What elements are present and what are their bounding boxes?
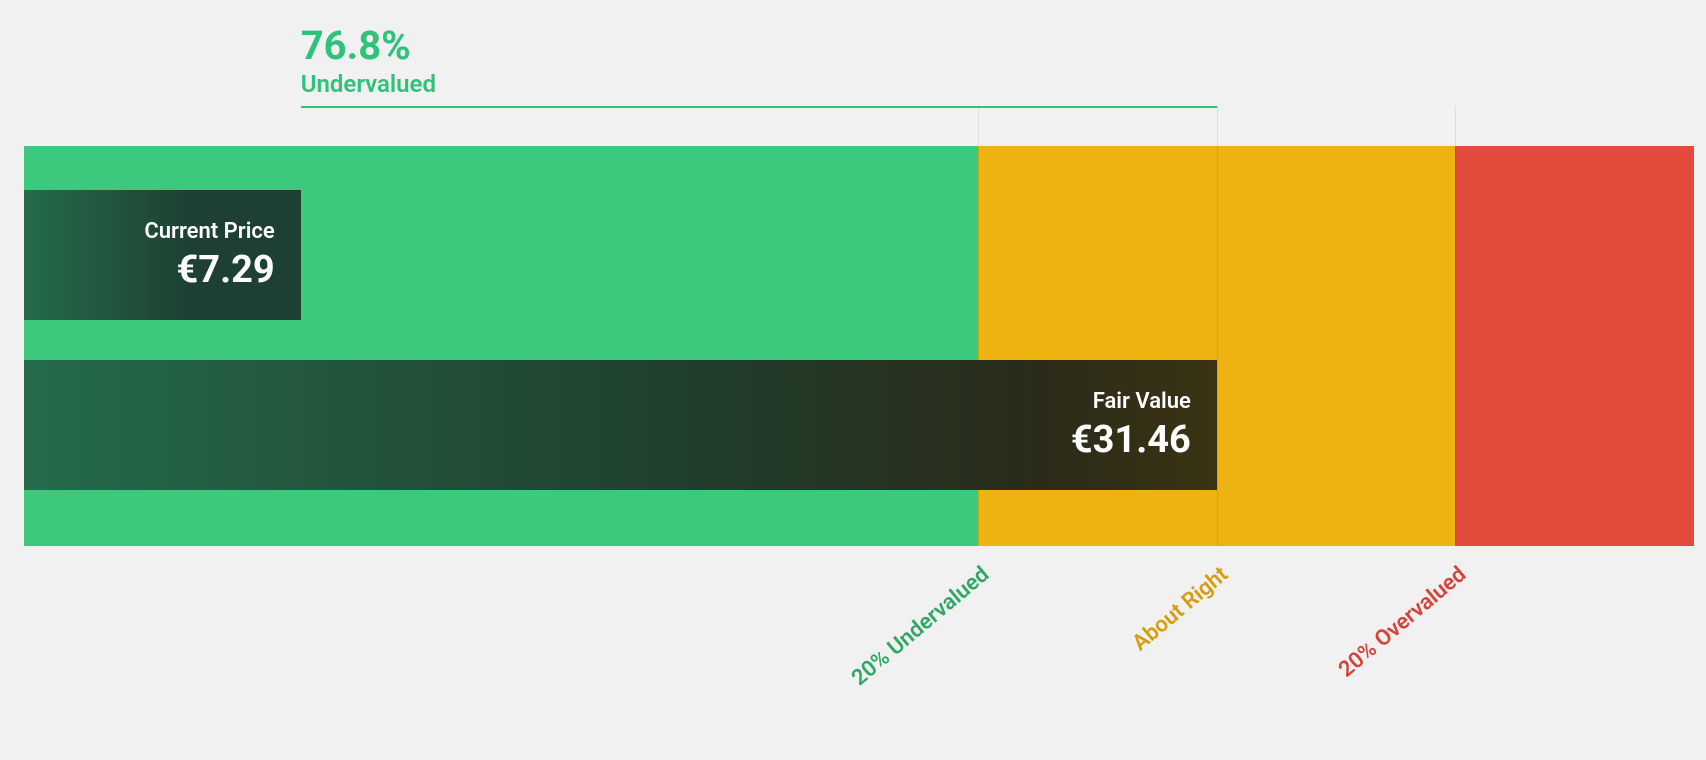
undervalued-header: 76.8% Undervalued bbox=[301, 24, 436, 98]
current-price-value: €7.29 bbox=[177, 248, 275, 292]
fair-value-bar: Fair Value €31.46 bbox=[24, 360, 1217, 490]
overvalued-zone bbox=[1455, 146, 1694, 546]
fair-value-bar-fill bbox=[24, 360, 1217, 490]
valuation-chart: 76.8% Undervalued Current Price €7.29 Fa… bbox=[24, 0, 1694, 760]
undervalued-percent: 76.8% bbox=[301, 24, 436, 68]
header-rule bbox=[301, 106, 1217, 108]
axis-label: 20% Undervalued bbox=[847, 562, 994, 691]
current-price-bar: Current Price €7.29 bbox=[24, 190, 301, 320]
tick-line bbox=[1217, 106, 1218, 546]
tick-line bbox=[978, 106, 979, 546]
fair-value-label: Fair Value bbox=[1093, 389, 1191, 414]
axis-label: 20% Overvalued bbox=[1335, 562, 1472, 683]
undervalued-label: Undervalued bbox=[301, 70, 436, 98]
axis-label: About Right bbox=[1128, 562, 1233, 656]
current-price-label: Current Price bbox=[144, 219, 274, 244]
tick-line bbox=[1455, 106, 1456, 546]
fair-value-value: €31.46 bbox=[1071, 418, 1191, 462]
